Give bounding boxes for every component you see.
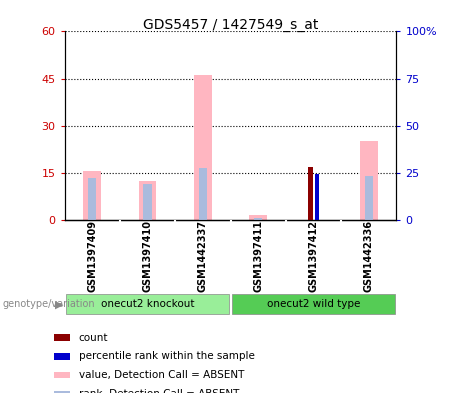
Bar bbox=[254, 218, 262, 220]
Bar bbox=[83, 171, 101, 220]
Text: onecut2 wild type: onecut2 wild type bbox=[267, 299, 360, 309]
Bar bbox=[199, 168, 207, 220]
Bar bbox=[308, 167, 313, 220]
Text: value, Detection Call = ABSENT: value, Detection Call = ABSENT bbox=[78, 370, 244, 380]
Bar bbox=[143, 184, 152, 220]
Bar bbox=[139, 181, 156, 220]
Bar bbox=[365, 176, 373, 220]
Bar bbox=[360, 141, 378, 220]
Text: GSM1442337: GSM1442337 bbox=[198, 220, 208, 292]
Text: GSM1397411: GSM1397411 bbox=[253, 220, 263, 292]
Text: count: count bbox=[78, 332, 108, 343]
Bar bbox=[314, 174, 319, 220]
Text: GDS5457 / 1427549_s_at: GDS5457 / 1427549_s_at bbox=[143, 18, 318, 32]
Text: genotype/variation: genotype/variation bbox=[2, 299, 95, 309]
Text: GSM1442336: GSM1442336 bbox=[364, 220, 374, 292]
Bar bbox=[65, 294, 230, 314]
Bar bbox=[231, 294, 396, 314]
Text: rank, Detection Call = ABSENT: rank, Detection Call = ABSENT bbox=[78, 389, 239, 393]
Bar bbox=[88, 178, 96, 220]
Bar bbox=[249, 215, 267, 220]
Text: onecut2 knockout: onecut2 knockout bbox=[101, 299, 194, 309]
Text: GSM1397410: GSM1397410 bbox=[142, 220, 153, 292]
Bar bbox=[194, 75, 212, 220]
Text: GSM1397409: GSM1397409 bbox=[87, 220, 97, 292]
Text: percentile rank within the sample: percentile rank within the sample bbox=[78, 351, 254, 362]
Text: ▶: ▶ bbox=[55, 299, 64, 309]
Bar bbox=[54, 372, 71, 378]
Bar bbox=[54, 391, 71, 393]
Bar bbox=[54, 334, 71, 341]
Bar bbox=[54, 353, 71, 360]
Text: GSM1397412: GSM1397412 bbox=[308, 220, 319, 292]
